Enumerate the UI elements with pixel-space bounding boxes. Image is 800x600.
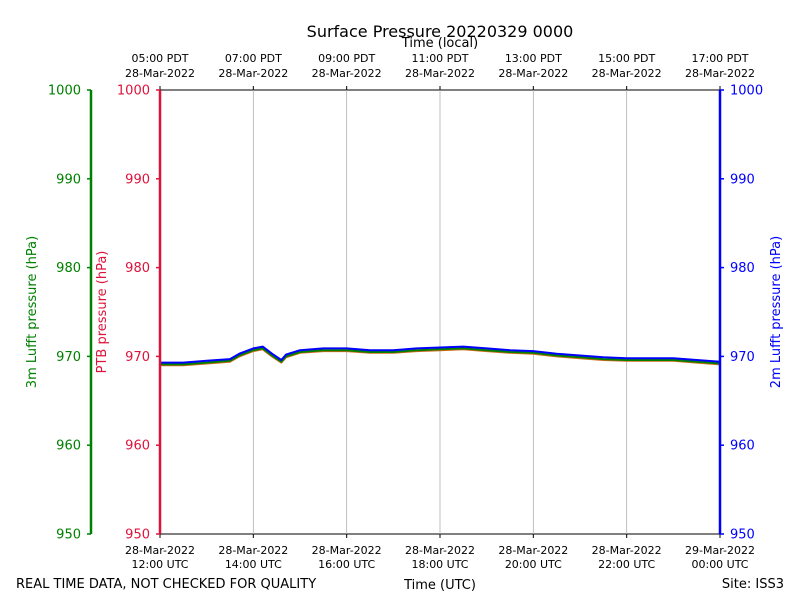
right-y-tick-label: 990	[730, 172, 755, 187]
left-inner-y-tick-label: 970	[125, 350, 150, 365]
right-y-tick-label: 960	[730, 439, 755, 454]
top-tick-label-date: 28-Mar-2022	[125, 67, 195, 80]
right-y-tick-label: 980	[730, 261, 755, 276]
top-tick-label-time: 05:00 PDT	[131, 52, 188, 65]
x-tick-label-date: 28-Mar-2022	[218, 544, 288, 557]
top-axis-title: Time (local)	[401, 36, 478, 51]
top-tick-label-time: 17:00 PDT	[691, 52, 748, 65]
top-tick-label-time: 13:00 PDT	[505, 52, 562, 65]
left-inner-y-tick-label: 980	[125, 261, 150, 276]
x-tick-label-time: 16:00 UTC	[318, 558, 375, 571]
left-outer-y-tick-label: 970	[56, 350, 81, 365]
top-tick-label-date: 28-Mar-2022	[592, 67, 662, 80]
x-tick-label-date: 28-Mar-2022	[498, 544, 568, 557]
top-tick-label-time: 15:00 PDT	[598, 52, 655, 65]
right-y-tick-label: 1000	[730, 84, 763, 99]
left-outer-axis-label: 3m Lufft pressure (hPa)	[25, 236, 40, 388]
x-tick-label-date: 28-Mar-2022	[592, 544, 662, 557]
left-inner-y-tick-label: 950	[125, 528, 150, 543]
top-tick-label-time: 07:00 PDT	[225, 52, 282, 65]
x-tick-label-time: 12:00 UTC	[131, 558, 188, 571]
footer-quality-note: REAL TIME DATA, NOT CHECKED FOR QUALITY	[16, 577, 316, 592]
left-inner-y-tick-label: 990	[125, 172, 150, 187]
x-tick-label-date: 28-Mar-2022	[405, 544, 475, 557]
top-tick-label-date: 28-Mar-2022	[312, 67, 382, 80]
series-layer	[160, 345, 721, 367]
left-inner-y-tick-label: 1000	[117, 84, 150, 99]
top-tick-label-time: 09:00 PDT	[318, 52, 375, 65]
x-tick-label-time: 22:00 UTC	[598, 558, 655, 571]
top-tick-label-date: 28-Mar-2022	[405, 67, 475, 80]
grid-layer	[252, 90, 628, 534]
top-tick-label-date: 28-Mar-2022	[685, 67, 755, 80]
left-outer-y-tick-label: 990	[56, 172, 81, 187]
series-line-3	[160, 345, 721, 364]
left-outer-y-tick-label: 980	[56, 261, 81, 276]
left-outer-y-tick-label: 950	[56, 528, 81, 543]
left-outer-y-tick-label: 960	[56, 439, 81, 454]
footer-site-label: Site: ISS3	[722, 577, 784, 592]
x-tick-label-time: 14:00 UTC	[225, 558, 282, 571]
x-tick-label-time: 20:00 UTC	[505, 558, 562, 571]
top-tick-label-date: 28-Mar-2022	[498, 67, 568, 80]
left-inner-axis-label: PTB pressure (hPa)	[95, 251, 110, 374]
top-tick-label-time: 11:00 PDT	[411, 52, 468, 65]
series-line-2	[160, 347, 721, 366]
left-inner-y-tick-label: 960	[125, 439, 150, 454]
x-tick-label-time: 18:00 UTC	[411, 558, 468, 571]
x-tick-label-date: 28-Mar-2022	[125, 544, 195, 557]
left-outer-y-tick-label: 1000	[48, 84, 81, 99]
chart-title: Surface Pressure 20220329 0000	[307, 22, 574, 41]
top-tick-label-date: 28-Mar-2022	[218, 67, 288, 80]
right-y-tick-label: 950	[730, 528, 755, 543]
right-axis-label: 2m Lufft pressure (hPa)	[769, 236, 784, 388]
right-y-tick-label: 970	[730, 350, 755, 365]
x-axis-label: Time (UTC)	[403, 578, 476, 593]
x-tick-label-date: 29-Mar-2022	[685, 544, 755, 557]
x-tick-label-time: 00:00 UTC	[691, 558, 748, 571]
x-tick-label-date: 28-Mar-2022	[312, 544, 382, 557]
